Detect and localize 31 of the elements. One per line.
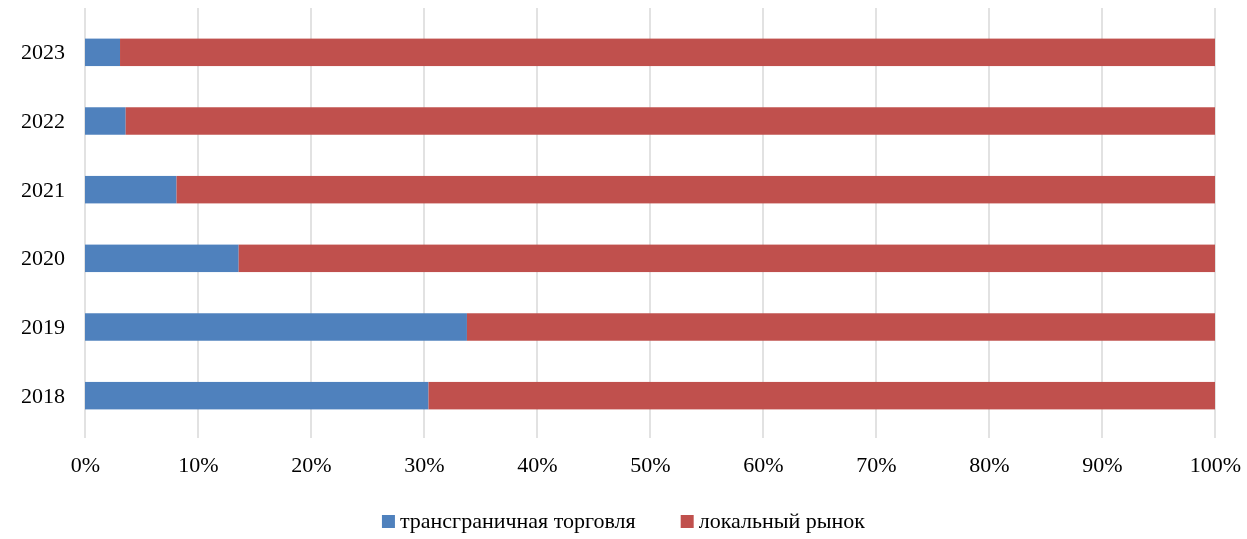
y-tick-label: 2023 <box>21 39 65 65</box>
x-tick-label: 20% <box>291 451 332 477</box>
bar <box>85 313 467 341</box>
bar <box>428 381 1215 410</box>
y-tick-label: 2021 <box>21 176 65 202</box>
x-tick-label: 30% <box>404 451 445 477</box>
x-tick-label: 70% <box>856 451 897 477</box>
bar <box>85 381 429 410</box>
x-tick-label: 80% <box>969 451 1010 477</box>
bar <box>238 244 1215 273</box>
x-tick-label: 40% <box>517 451 558 477</box>
bar <box>85 244 239 273</box>
bar <box>85 175 177 204</box>
x-tick-label: 0% <box>70 451 101 477</box>
y-tick-label: 2020 <box>21 245 65 271</box>
bar <box>120 38 1215 67</box>
x-tick-label: 50% <box>630 451 671 477</box>
bar <box>176 175 1215 204</box>
y-tick-label: 2022 <box>21 108 65 134</box>
bar <box>85 107 126 135</box>
bar <box>125 107 1215 135</box>
bar <box>85 38 121 67</box>
x-tick-label: 10% <box>178 451 219 477</box>
x-tick-label: 90% <box>1082 451 1123 477</box>
x-tick-label: 100% <box>1189 451 1242 477</box>
x-tick-label: 60% <box>743 451 784 477</box>
y-tick-label: 2018 <box>21 382 65 408</box>
legend-label: трансграничная торговля <box>399 508 636 533</box>
legend-label: локальный рынок <box>698 508 866 533</box>
y-tick-label: 2019 <box>21 314 65 340</box>
bar <box>466 313 1215 341</box>
